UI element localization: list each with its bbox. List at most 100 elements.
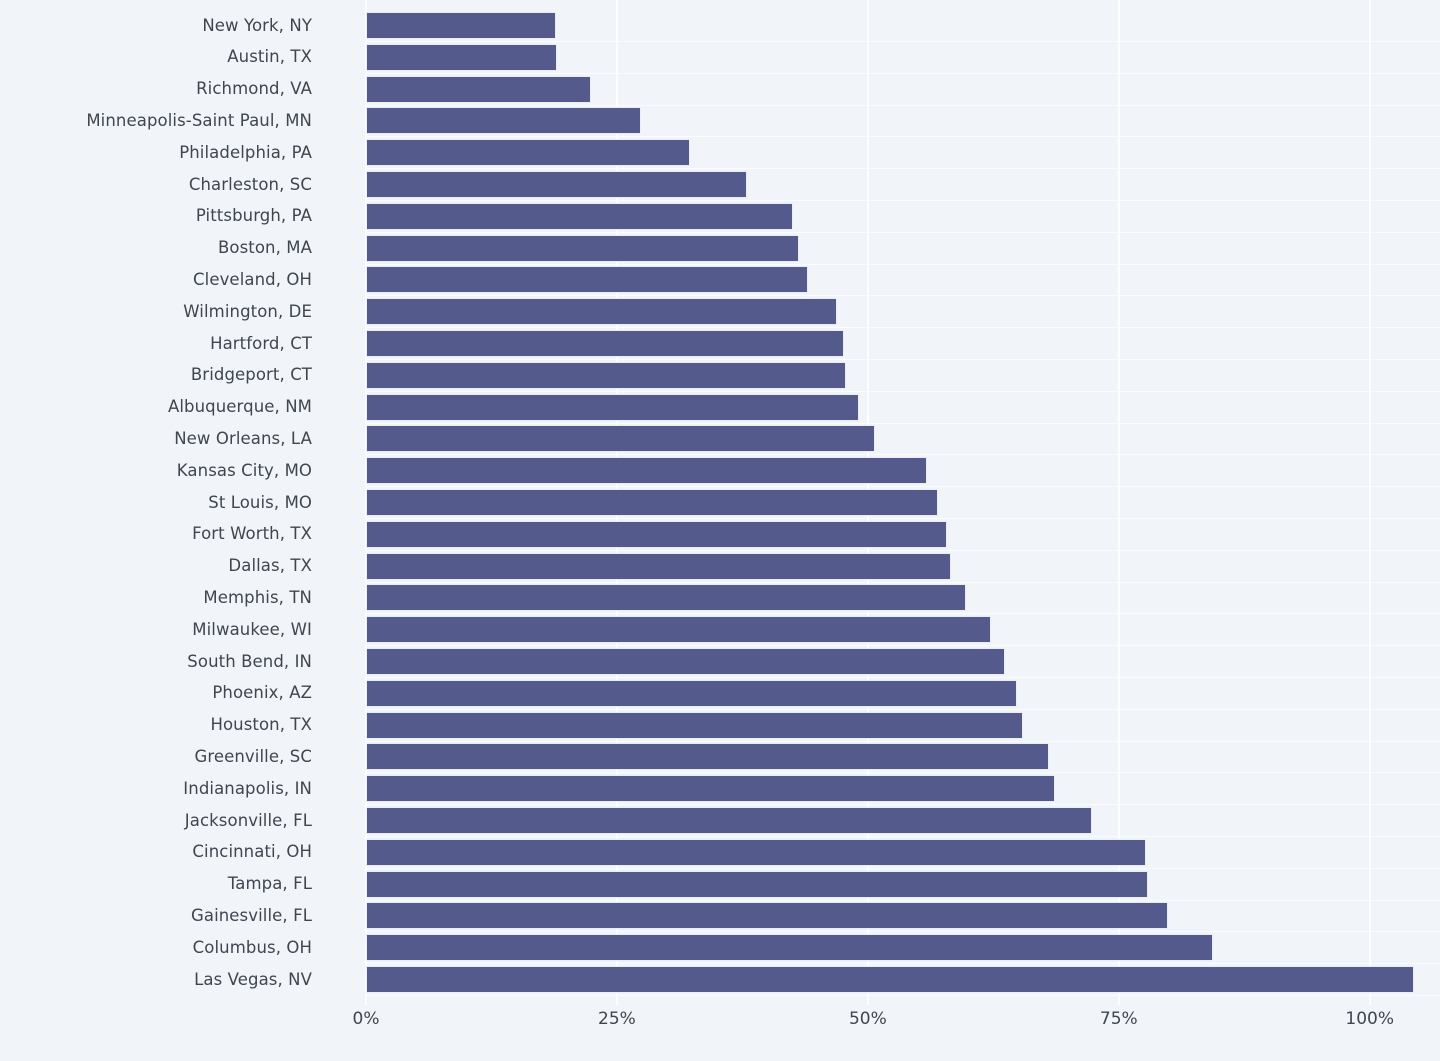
bar[interactable] <box>366 870 1148 898</box>
y-axis-label: Kansas City, MO <box>176 460 312 480</box>
y-axis-label: Tampa, FL <box>227 874 312 894</box>
row-gridline <box>366 677 1440 678</box>
bar-row <box>366 902 1440 934</box>
bar-row <box>366 330 1440 362</box>
row-gridline <box>366 136 1440 137</box>
y-axis-label: Gainesville, FL <box>190 905 312 925</box>
bar[interactable] <box>366 107 642 135</box>
bar-row <box>366 12 1440 44</box>
y-axis-category-labels: New York, NY Austin, TX Richmond, VA Minnea… <box>0 0 312 1005</box>
row-gridline <box>366 868 1440 869</box>
bar[interactable] <box>366 266 808 294</box>
row-gridline <box>366 359 1440 360</box>
bar[interactable] <box>366 43 557 71</box>
x-tick-label: 25% <box>598 1009 636 1029</box>
bar[interactable] <box>366 330 844 357</box>
x-tick-label: 0% <box>352 1009 380 1029</box>
bar-row <box>366 43 1440 76</box>
bar[interactable] <box>366 711 1024 739</box>
bar[interactable] <box>366 171 748 198</box>
bar[interactable] <box>366 489 939 516</box>
bar[interactable] <box>366 520 948 548</box>
bar[interactable] <box>366 75 591 103</box>
bar[interactable] <box>366 393 859 421</box>
bar-row <box>366 171 1440 203</box>
row-gridline <box>366 518 1440 519</box>
row-gridline <box>366 105 1440 106</box>
bar[interactable] <box>366 679 1018 707</box>
y-axis-label: Charleston, SC <box>188 174 312 194</box>
bar[interactable] <box>366 743 1049 771</box>
bar[interactable] <box>366 584 967 612</box>
bar[interactable] <box>366 361 846 389</box>
bar-row <box>366 584 1440 616</box>
bar-row <box>366 711 1440 744</box>
y-axis-label: Boston, MA <box>217 238 312 258</box>
y-axis-label: Milwaukee, WI <box>192 619 312 639</box>
bar-row <box>366 552 1440 585</box>
y-axis-label: Pittsburgh, PA <box>195 206 312 226</box>
x-tick-label: 75% <box>1099 1009 1138 1029</box>
bar[interactable] <box>366 616 992 644</box>
bar-row <box>366 679 1440 712</box>
row-gridline <box>366 200 1440 201</box>
bar[interactable] <box>366 934 1214 962</box>
x-axis: 0% 25% 50% 75% 100% <box>0 1003 1440 1061</box>
gridline-x-100pct <box>1368 0 1371 1005</box>
row-gridline <box>366 963 1440 964</box>
bar[interactable] <box>366 552 952 580</box>
bar[interactable] <box>366 425 875 453</box>
bar[interactable] <box>366 139 691 167</box>
x-tick-label: 50% <box>848 1009 887 1029</box>
bar-row <box>366 202 1440 235</box>
bar[interactable] <box>366 298 837 326</box>
y-axis-label: Houston, TX <box>210 715 312 735</box>
bar-row <box>366 266 1440 298</box>
row-gridline <box>366 931 1440 932</box>
bar[interactable] <box>366 648 1006 675</box>
bar[interactable] <box>366 12 556 39</box>
bar[interactable] <box>366 966 1414 993</box>
bar-row <box>366 107 1440 139</box>
y-axis-label: Columbus, OH <box>192 937 312 957</box>
bar[interactable] <box>366 902 1168 930</box>
row-gridline <box>366 709 1440 710</box>
row-gridline <box>366 327 1440 328</box>
y-axis-label: Cleveland, OH <box>193 269 312 289</box>
bar-row <box>366 298 1440 330</box>
bar-row <box>366 870 1440 903</box>
bar[interactable] <box>366 838 1146 866</box>
row-gridline <box>366 995 1440 996</box>
row-gridline <box>366 804 1440 805</box>
y-axis-label: Fort Worth, TX <box>192 524 312 544</box>
bar-row <box>366 934 1440 966</box>
bar[interactable] <box>366 807 1092 834</box>
bar-row <box>366 457 1440 489</box>
bar[interactable] <box>366 775 1055 803</box>
row-gridline <box>366 391 1440 392</box>
row-gridline <box>366 741 1440 742</box>
bar-row <box>366 139 1440 171</box>
row-gridline <box>366 582 1440 583</box>
row-gridline <box>366 613 1440 614</box>
y-axis-label: Greenville, SC <box>194 746 312 766</box>
row-gridline <box>366 772 1440 773</box>
bar-row <box>366 75 1440 108</box>
y-axis-label: Philadelphia, PA <box>179 142 312 162</box>
bar[interactable] <box>366 457 928 485</box>
bar[interactable] <box>366 234 799 262</box>
row-gridline <box>366 645 1440 646</box>
y-axis-label: Wilmington, DE <box>183 301 312 321</box>
row-gridline <box>366 73 1440 74</box>
y-axis-label: Jacksonville, FL <box>184 810 312 830</box>
plot-area <box>365 0 1440 1005</box>
bar[interactable] <box>366 202 793 230</box>
y-axis-label: Hartford, CT <box>210 333 312 353</box>
bar-row <box>366 775 1440 807</box>
y-axis-label: Albuquerque, NM <box>167 397 312 417</box>
y-axis-label: New York, NY <box>202 15 312 35</box>
x-tick-label: 100% <box>1345 1009 1395 1029</box>
gridline-x-75pct <box>1117 0 1120 1005</box>
bar-row <box>366 648 1440 680</box>
